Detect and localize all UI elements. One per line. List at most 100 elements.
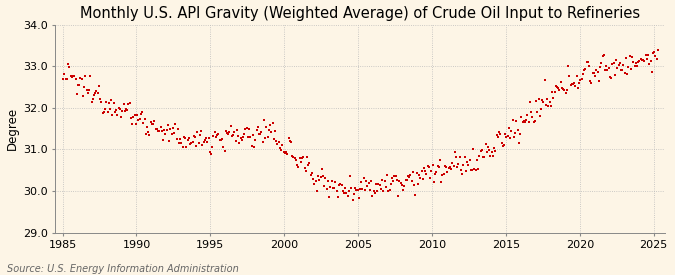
Point <box>526 110 537 114</box>
Point <box>572 86 583 90</box>
Point <box>317 167 327 171</box>
Point <box>190 135 200 140</box>
Point <box>163 123 173 127</box>
Point <box>595 64 605 69</box>
Point <box>441 165 452 169</box>
Point <box>505 136 516 140</box>
Point <box>587 70 598 75</box>
Point <box>638 58 649 62</box>
Point <box>157 138 168 142</box>
Point <box>435 158 446 162</box>
Point <box>99 110 109 115</box>
Point <box>309 181 320 186</box>
Point <box>360 188 371 192</box>
Point <box>447 161 458 165</box>
Point <box>626 67 637 71</box>
Point <box>212 133 223 138</box>
Point <box>623 65 634 69</box>
Point <box>554 88 565 92</box>
Text: Source: U.S. Energy Information Administration: Source: U.S. Energy Information Administ… <box>7 264 238 274</box>
Point <box>408 170 418 174</box>
Point <box>374 183 385 188</box>
Point <box>167 126 178 130</box>
Point <box>272 142 283 146</box>
Point <box>58 77 69 81</box>
Point <box>175 137 186 142</box>
Point <box>306 170 317 175</box>
Point <box>187 140 198 144</box>
Point <box>117 108 128 113</box>
Point <box>66 75 77 79</box>
Point <box>275 145 286 150</box>
Point <box>134 116 145 121</box>
Point <box>318 174 329 179</box>
Point <box>205 149 215 154</box>
Point <box>150 126 161 131</box>
Point <box>484 148 495 152</box>
Point <box>493 130 504 134</box>
Point <box>96 100 107 104</box>
Point <box>372 189 383 193</box>
Point <box>586 80 597 85</box>
Point <box>97 111 108 115</box>
Point <box>60 77 71 82</box>
Point <box>635 57 646 61</box>
Point <box>221 131 232 135</box>
Point <box>327 186 338 191</box>
Point <box>451 155 462 159</box>
Point <box>603 65 614 70</box>
Point <box>626 55 637 59</box>
Point <box>544 100 555 105</box>
Point <box>70 77 81 82</box>
Point <box>589 70 599 75</box>
Point <box>100 106 111 111</box>
Point <box>575 78 586 82</box>
Point <box>254 132 265 136</box>
Point <box>323 179 333 183</box>
Point <box>614 61 625 65</box>
Point <box>248 133 259 138</box>
Point <box>485 154 496 158</box>
Point <box>472 158 483 163</box>
Point <box>153 129 163 133</box>
Point <box>504 126 514 131</box>
Point <box>341 191 352 195</box>
Point <box>283 136 294 141</box>
Point <box>373 182 384 186</box>
Point <box>129 112 140 117</box>
Point <box>119 108 130 113</box>
Point <box>223 132 234 137</box>
Point <box>456 168 466 172</box>
Point <box>423 165 434 169</box>
Point <box>257 140 268 144</box>
Point <box>214 138 225 142</box>
Point <box>448 164 459 169</box>
Point <box>171 137 182 142</box>
Point <box>502 134 513 139</box>
Point <box>474 153 485 158</box>
Point <box>439 164 450 169</box>
Point <box>196 129 207 133</box>
Point <box>300 169 311 173</box>
Point <box>140 132 151 136</box>
Point <box>462 160 472 164</box>
Point <box>353 196 364 200</box>
Point <box>74 83 84 87</box>
Point <box>256 129 267 134</box>
Point <box>239 132 250 136</box>
Point <box>315 175 326 179</box>
Point <box>369 191 380 195</box>
Point <box>619 71 630 76</box>
Point <box>514 132 525 136</box>
Point <box>542 97 553 101</box>
Point <box>630 61 641 65</box>
Point <box>598 53 609 57</box>
Point <box>64 65 75 69</box>
Point <box>541 102 551 107</box>
Point <box>245 135 256 139</box>
Point <box>220 128 231 133</box>
Point <box>483 144 493 149</box>
Point <box>529 119 540 124</box>
Point <box>511 119 522 123</box>
Point <box>521 117 532 122</box>
